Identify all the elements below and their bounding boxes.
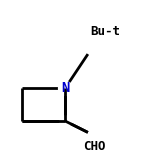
Text: Bu-t: Bu-t bbox=[91, 25, 121, 38]
Text: CHO: CHO bbox=[84, 140, 106, 153]
Text: N: N bbox=[61, 81, 69, 95]
